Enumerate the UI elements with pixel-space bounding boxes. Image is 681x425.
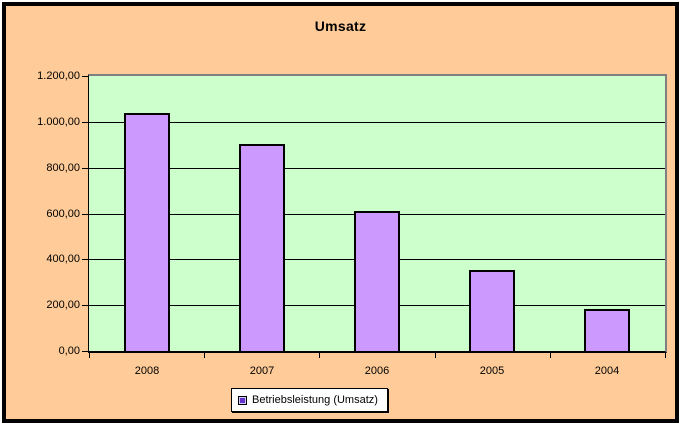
x-axis-tick [550,353,551,358]
bar-2005 [469,270,515,351]
bar-2008 [124,113,170,351]
x-axis-label-2008: 2008 [134,365,160,377]
x-axis-tick [319,353,320,358]
gridline-800 [89,168,665,169]
y-axis-tick [82,259,88,260]
bar-2007 [239,144,285,351]
gridline-1000 [89,122,665,123]
y-axis-label-800: 800,00 [46,162,80,174]
y-axis-label-600: 600,00 [46,208,80,220]
legend-series-marker-icon [238,395,247,405]
y-axis-tick [82,168,88,169]
y-axis-tick [82,214,88,215]
x-axis-label-2007: 2007 [249,365,275,377]
x-axis-label-2005: 2005 [479,365,505,377]
chart-title: Umsatz [314,18,367,34]
x-axis-label-2006: 2006 [364,365,390,377]
x-axis-tick [665,353,666,358]
legend-series-marker-inner [240,397,245,403]
bar-2004 [584,309,630,351]
y-axis-tick [82,122,88,123]
x-axis-tick [204,353,205,358]
x-axis-tick [435,353,436,358]
y-axis-label-400: 400,00 [46,253,80,265]
y-axis-label-200: 200,00 [46,299,80,311]
bar-2006 [354,211,400,351]
y-axis-tick [82,351,88,352]
plot-area [88,74,667,353]
legend-label: Betriebsleistung (Umsatz) [252,394,378,406]
y-axis-tick [82,76,88,77]
y-axis-tick [82,305,88,306]
y-axis-label-0: 0,00 [58,345,80,357]
x-axis-label-2004: 2004 [594,365,620,377]
y-axis-label-1200: 1.200,00 [37,70,80,82]
legend: Betriebsleistung (Umsatz) [231,388,388,412]
y-axis-label-1000: 1.000,00 [37,116,80,128]
x-axis-tick [89,353,90,358]
